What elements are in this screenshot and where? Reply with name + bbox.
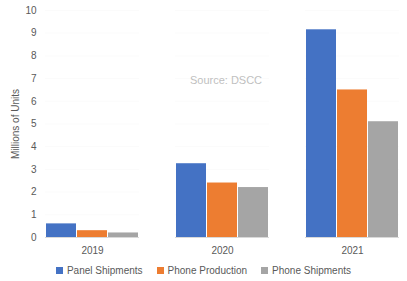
html-text:Phone Shipments: Phone Shipments (272, 264, 351, 276)
svg-text:0: 0 (31, 232, 37, 243)
svg-text:6: 6 (31, 96, 37, 107)
svg-text:8: 8 (31, 50, 37, 61)
svg-text:9: 9 (31, 27, 37, 38)
svg-text:5: 5 (31, 118, 37, 129)
svg-text:3: 3 (31, 164, 37, 175)
svg-text:2020: 2020 (211, 245, 234, 256)
html-text:Panel Shipments: Panel Shipments (67, 264, 143, 276)
svg-text:4: 4 (31, 141, 37, 152)
svg-text:2021: 2021 (341, 245, 364, 256)
svg-text:10: 10 (25, 5, 37, 16)
svg-text:7: 7 (31, 73, 37, 84)
html-text:Phone Production: Phone Production (167, 264, 248, 276)
svg-text:2: 2 (31, 186, 37, 197)
svg-text:Millions of Units: Millions of Units (10, 89, 21, 159)
svg-text:1: 1 (31, 209, 37, 220)
html-text:Source: DSCC: Source: DSCC (189, 74, 263, 86)
svg-text:2019: 2019 (81, 245, 104, 256)
